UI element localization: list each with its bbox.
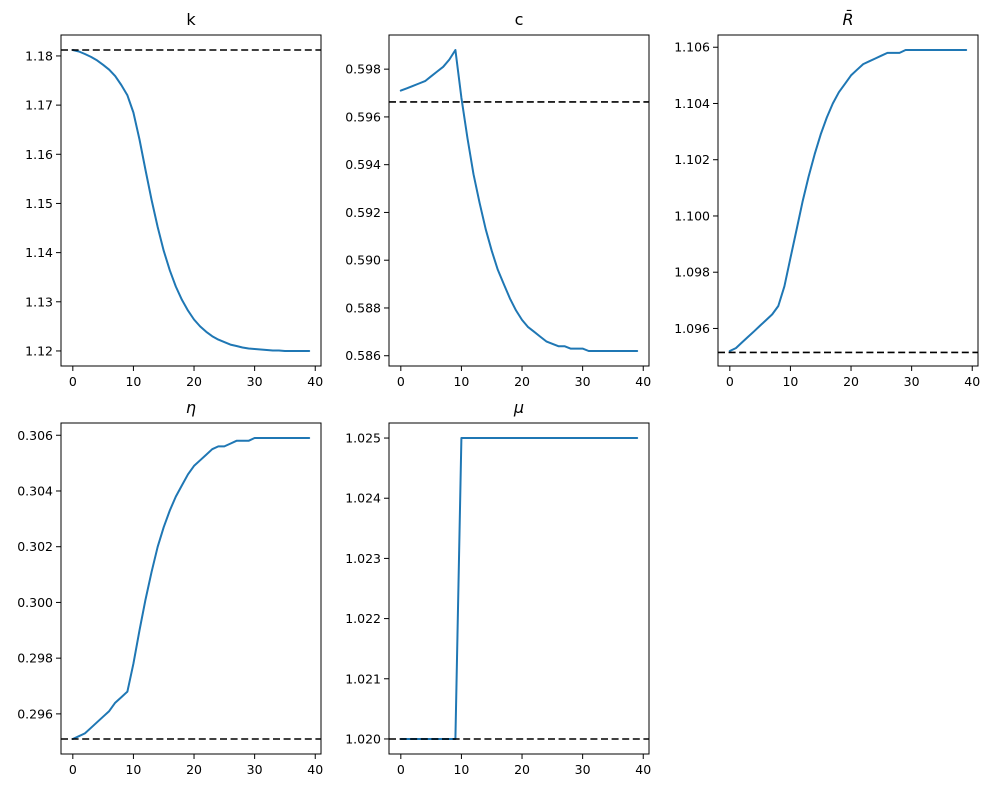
x-tick-label: 30 xyxy=(575,374,591,389)
x-tick-label: 20 xyxy=(514,762,530,777)
x-tick-label: 0 xyxy=(397,374,405,389)
y-tick-label: 1.024 xyxy=(345,491,381,506)
y-tick-label: 1.16 xyxy=(25,147,53,162)
x-tick-label: 10 xyxy=(125,374,141,389)
y-tick-label: 1.020 xyxy=(345,731,381,746)
y-tick-label: 1.096 xyxy=(674,321,710,336)
y-tick-label: 1.098 xyxy=(674,265,710,280)
y-tick-label: 0.594 xyxy=(345,157,381,172)
y-tick-label: 1.14 xyxy=(25,245,53,260)
x-tick-label: 30 xyxy=(247,762,263,777)
axes-frame-mu xyxy=(388,422,650,755)
x-tick-label: 20 xyxy=(186,374,202,389)
x-tick-label: 10 xyxy=(453,374,469,389)
y-tick-label: 0.296 xyxy=(17,706,53,721)
x-tick-label: 0 xyxy=(69,762,77,777)
x-tick-label: 20 xyxy=(514,374,530,389)
x-tick-label: 20 xyxy=(186,762,202,777)
x-tick-label: 0 xyxy=(726,374,734,389)
y-tick-label: 0.596 xyxy=(345,109,381,124)
y-tick-label: 1.023 xyxy=(345,551,381,566)
subplot-title-eta: η xyxy=(186,398,196,417)
subplot-title-k: k xyxy=(186,10,196,29)
subplot-title-Rbar: R̄ xyxy=(842,10,853,29)
y-tick-label: 1.13 xyxy=(25,294,53,309)
y-tick-label: 1.104 xyxy=(674,96,710,111)
y-tick-label: 0.298 xyxy=(17,651,53,666)
y-tick-label: 0.590 xyxy=(345,253,381,268)
subplot-k: 1.12 1.13 1.14 1.15 1.16 1.17 1.18 0 10 20 30 40 k xyxy=(25,10,323,389)
x-tick-label: 30 xyxy=(904,374,920,389)
axes-frame-Rbar xyxy=(717,34,979,367)
y-tick-label: 0.586 xyxy=(345,348,381,363)
x-tick-label: 40 xyxy=(635,762,651,777)
y-tick-label: 1.025 xyxy=(345,431,381,446)
series-line-k xyxy=(71,49,311,352)
series-line-c xyxy=(399,49,639,352)
x-tick-label: 30 xyxy=(247,374,263,389)
y-tick-label: 1.102 xyxy=(674,152,710,167)
y-tick-label: 1.12 xyxy=(25,343,53,358)
x-tick-label: 20 xyxy=(843,374,859,389)
series-line-Rbar xyxy=(728,49,968,352)
y-tick-label: 0.598 xyxy=(345,62,381,77)
y-tick-label: 0.306 xyxy=(17,428,53,443)
x-tick-label: 40 xyxy=(635,374,651,389)
x-tick-label: 10 xyxy=(453,762,469,777)
x-tick-label: 40 xyxy=(964,374,980,389)
x-tick-label: 30 xyxy=(575,762,591,777)
x-tick-label: 10 xyxy=(782,374,798,389)
y-tick-label: 0.304 xyxy=(17,483,53,498)
x-tick-label: 0 xyxy=(69,374,77,389)
y-tick-label: 0.592 xyxy=(345,205,381,220)
y-tick-label: 0.588 xyxy=(345,300,381,315)
series-line-mu xyxy=(399,437,639,740)
x-tick-label: 0 xyxy=(397,762,405,777)
y-tick-label: 1.15 xyxy=(25,196,53,211)
axes-frame-k xyxy=(60,34,322,367)
y-tick-label: 1.106 xyxy=(674,40,710,55)
series-line-eta xyxy=(71,437,311,740)
y-tick-label: 0.300 xyxy=(17,595,53,610)
y-tick-label: 1.022 xyxy=(345,611,381,626)
y-tick-label: 1.100 xyxy=(674,208,710,223)
x-tick-label: 40 xyxy=(307,762,323,777)
subplot-mu: 1.020 1.021 1.022 1.023 1.024 1.025 0 10 20 30 40 μ xyxy=(345,398,651,777)
subplot-Rbar: 1.096 1.098 1.100 1.102 1.104 1.106 0 10 20 30 40 R… xyxy=(674,10,980,389)
subplot-c: 0.586 0.588 0.590 0.592 0.594 0.596 0.598 0 10 20… xyxy=(345,10,651,389)
x-tick-label: 40 xyxy=(307,374,323,389)
y-tick-label: 1.021 xyxy=(345,671,381,686)
y-tick-label: 1.17 xyxy=(25,98,53,113)
subplot-eta: 0.296 0.298 0.300 0.302 0.304 0.306 0 10 20 30 40 η xyxy=(17,398,323,777)
axes-frame-eta xyxy=(60,422,322,755)
subplot-title-mu: μ xyxy=(513,398,524,417)
axes-frame-c xyxy=(388,34,650,367)
subplot-title-c: c xyxy=(515,10,524,29)
x-tick-label: 10 xyxy=(125,762,141,777)
y-tick-label: 0.302 xyxy=(17,539,53,554)
y-tick-label: 1.18 xyxy=(25,48,53,63)
